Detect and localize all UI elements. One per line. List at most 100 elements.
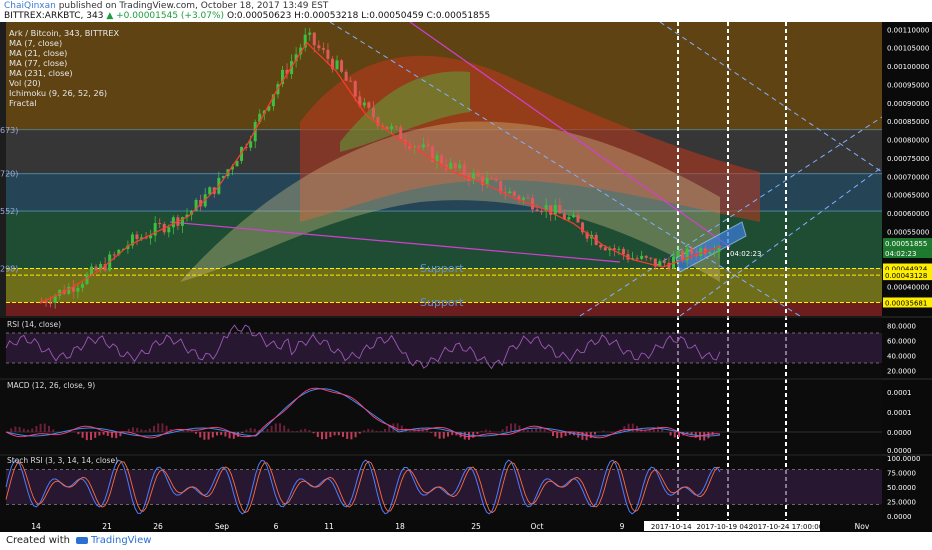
price-channel: [675, 221, 747, 273]
author-link[interactable]: ChaiQinxan: [4, 1, 56, 11]
macd-bar: [85, 432, 88, 441]
macd-bar: [392, 423, 395, 432]
countdown-tag-bg: [883, 248, 932, 259]
candle-body: [449, 162, 453, 170]
macd-bar: [182, 430, 185, 432]
macd-bar: [10, 428, 13, 432]
support-tag-2: 0.00043128: [885, 272, 927, 280]
macd-bar: [505, 425, 508, 432]
candle-body: [121, 248, 125, 250]
rsi-tick: 40.0000: [887, 353, 916, 361]
macd-bar: [589, 432, 592, 439]
macd-bar: [371, 429, 374, 432]
candle-body: [140, 237, 144, 240]
candle-body: [358, 96, 362, 106]
legend-ma77[interactable]: MA (77, close): [9, 58, 68, 68]
candle-body: [49, 302, 53, 304]
footer-brand[interactable]: TradingView: [90, 535, 152, 546]
candle-body: [544, 205, 548, 212]
time-tag-bg: [752, 521, 820, 531]
zone-label-support-2: Support: [420, 296, 464, 309]
price-change: ▲ +0.00001545 (+3.07%): [106, 11, 225, 21]
candle-body: [453, 162, 457, 169]
legend-ma7[interactable]: MA (7, close): [9, 38, 63, 48]
macd-bar: [627, 423, 630, 432]
macd-bar: [94, 432, 97, 438]
candle-body: [390, 126, 394, 129]
trendline-dashed-3: [679, 166, 883, 317]
candle-body: [667, 262, 671, 269]
candle-body: [635, 258, 639, 260]
chart-canvas[interactable]: Support Support 673) 720) 552) 298) 0.00110000…: [0, 22, 932, 532]
macd-bar: [455, 432, 458, 436]
stoch-pane-title: Stoch RSI (3, 3, 14, 14, close): [7, 456, 118, 465]
macd-tick: 0.0000: [887, 447, 912, 455]
stoch-k-line: [5, 459, 721, 515]
publish-info: published on TradingView.com, October 18…: [58, 1, 329, 11]
macd-bar: [186, 429, 189, 432]
macd-bar: [342, 432, 344, 437]
macd-bar: [690, 432, 693, 436]
macd-bar: [686, 432, 689, 435]
time-tick: 14: [31, 522, 41, 531]
macd-bar: [73, 431, 76, 432]
candle-body: [308, 32, 312, 35]
macd-bar: [602, 430, 605, 432]
candle-body: [581, 222, 585, 233]
candle-body: [340, 60, 344, 72]
macd-bar: [140, 429, 143, 432]
candle-body: [171, 217, 175, 228]
candle-body: [185, 214, 189, 218]
macd-bar: [552, 432, 554, 436]
macd-bar: [249, 428, 252, 432]
time-tick: Nov: [855, 522, 870, 531]
macd-bar: [136, 427, 139, 432]
candle-body: [353, 81, 357, 97]
time-tick: 18: [395, 522, 405, 531]
time-tick: 11: [324, 522, 334, 531]
trendline-lower: [169, 221, 621, 263]
rsi-pane-title: RSI (14, close): [7, 320, 62, 329]
macd-bar: [673, 432, 676, 438]
candle-body: [153, 222, 157, 236]
ichimoku-cloud-light: [180, 121, 720, 283]
macd-bar: [678, 432, 680, 438]
macd-bar: [434, 432, 437, 437]
ticker-line: BITTREX:ARKBTC, 343 ▲ +0.00001545 (+3.07…: [4, 11, 490, 21]
legend-fractal[interactable]: Fractal: [9, 98, 37, 108]
candle-body: [71, 286, 75, 292]
candle-body: [394, 126, 398, 128]
macd-bar: [106, 432, 109, 436]
price-tick: 0.00055000: [887, 228, 929, 236]
macd-bar: [522, 428, 525, 432]
legend-ichimoku[interactable]: Ichimoku (9, 26, 52, 26): [9, 88, 108, 98]
macd-bar: [468, 432, 470, 440]
candle-body: [99, 264, 103, 271]
time-tag: 2017-10-14 10:: [651, 523, 705, 531]
macd-bar: [480, 430, 483, 432]
ticker-symbol: BITTREX:ARKBTC, 343: [4, 11, 104, 21]
macd-bar: [560, 432, 563, 438]
candle-body: [280, 69, 284, 85]
macd-bar: [535, 427, 538, 432]
price-tick: 0.00110000: [887, 26, 929, 34]
candle-body: [481, 176, 485, 185]
candle-body: [699, 248, 703, 256]
macd-bar: [199, 432, 202, 438]
candle-body: [408, 144, 412, 149]
macd-bar: [283, 425, 286, 432]
macd-bar: [115, 432, 118, 439]
macd-bar: [337, 432, 340, 436]
legend-volume[interactable]: Vol (20): [9, 78, 41, 88]
macd-bar: [102, 432, 105, 435]
legend-ma21[interactable]: MA (21, close): [9, 48, 68, 58]
price-tick: 0.00100000: [887, 63, 929, 71]
candle-body: [144, 237, 148, 239]
legend-ma231[interactable]: MA (231, close): [9, 68, 73, 78]
macd-bar: [195, 432, 197, 434]
candle-body: [240, 146, 244, 161]
stoch-tick: 25.0000: [887, 499, 916, 507]
candle-body: [67, 286, 71, 294]
macd-bar: [81, 432, 84, 438]
macd-bar: [203, 432, 206, 440]
